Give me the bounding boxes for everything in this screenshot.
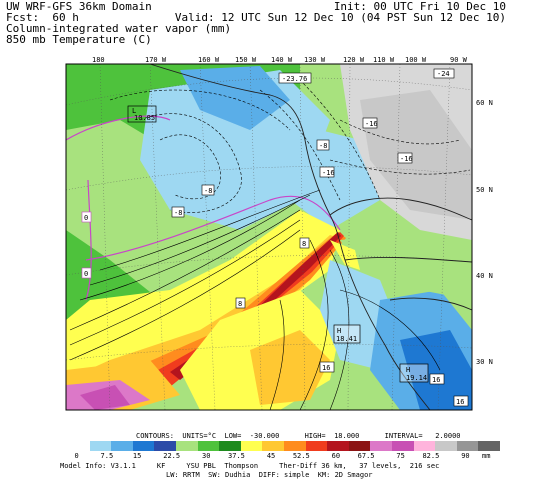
contour-label: 16	[322, 364, 330, 372]
lat-label: 60 N	[476, 99, 493, 107]
contour-label: 8	[302, 240, 306, 248]
high-center-label: H	[337, 327, 341, 335]
lon-label: 120 W	[343, 56, 365, 64]
valid-time: Valid: 12 UTC Sun 12 Dec 10 (04 PST Sun …	[174, 11, 506, 24]
contour-label: -8	[204, 187, 212, 195]
lat-label: 50 N	[476, 186, 493, 194]
colorbar-tick: 22.5	[163, 452, 181, 460]
colorbar-tick: 60	[331, 452, 341, 460]
lon-label: 130 W	[304, 56, 326, 64]
low-center-value: 10.85	[134, 114, 155, 122]
colorbar-swatch	[478, 441, 500, 451]
field-label-primary: Column-integrated water vapor (mm)	[6, 22, 232, 35]
colorbar-swatch	[132, 441, 155, 451]
colorbar	[68, 441, 500, 451]
colorbar-swatch	[391, 441, 414, 451]
high-center-value: 19.14	[406, 374, 427, 382]
low-center-label: L	[132, 107, 136, 115]
lat-label: 30 N	[476, 358, 493, 366]
colorbar-tick: 37.5	[228, 452, 245, 460]
contour-label: 8	[238, 300, 242, 308]
colorbar-units: mm	[482, 452, 491, 460]
field-label-secondary: 850 mb Temperature (C)	[6, 33, 152, 46]
colorbar-swatch	[435, 441, 457, 451]
lon-label: 170 W	[145, 56, 167, 64]
colorbar-swatch	[219, 441, 241, 451]
colorbar-swatch	[197, 441, 220, 451]
contour-label: -24	[437, 70, 450, 78]
colorbar-tick: 7.5	[100, 452, 114, 460]
contour-label: -16	[322, 169, 335, 177]
chart-title: UW WRF-GFS 36km Domain	[6, 0, 152, 13]
colorbar-tick: 67.5	[357, 452, 375, 460]
colorbar-swatch	[111, 441, 133, 451]
contour-label: 16	[456, 398, 464, 406]
colorbar-swatch	[240, 441, 263, 451]
contour-label: -8	[174, 209, 182, 217]
colorbar-tick: 52.5	[292, 452, 310, 460]
colorbar-swatch	[456, 441, 479, 451]
colorbar-swatch	[348, 441, 371, 451]
contour-label: -16	[400, 155, 413, 163]
lat-label: 40 N	[476, 272, 493, 280]
colorbar-swatch	[175, 441, 198, 451]
contour-label: 0	[84, 270, 88, 278]
model-info-line-2: LW: RRTM SW: Dudhia DIFF: simple KM: 2D …	[166, 471, 373, 479]
model-info-line-1: Model Info: V3.1.1 KF YSU PBL Thompson T…	[60, 462, 440, 470]
colorbar-tick: 75	[396, 452, 405, 460]
colorbar-swatch	[305, 441, 328, 451]
colorbar-swatch	[370, 441, 392, 451]
high-center-label: H	[406, 366, 410, 374]
colorbar-labels: 0 7.5 15 22.5 30 37.5 45 52.5 60 67.5 75…	[68, 452, 500, 462]
map-frame	[65, 63, 473, 411]
contour-label: -8	[319, 142, 327, 150]
lon-label: 90 W	[450, 56, 468, 64]
colorbar-swatch	[68, 441, 90, 451]
lon-label: 160 W	[198, 56, 220, 64]
colorbar-swatch	[262, 441, 284, 451]
colorbar-swatch	[283, 441, 306, 451]
min-temp-label: -23.76	[282, 75, 307, 83]
lon-label: 110 W	[373, 56, 395, 64]
forecast-hour: Fcst: 60 h	[6, 11, 79, 24]
colorbar-swatch	[327, 441, 349, 451]
contour-info: CONTOURS: UNITS=°C LOW= -30.000 HIGH= 18…	[136, 432, 461, 440]
high-center-value: 18.41	[336, 335, 357, 343]
lon-label: 180	[92, 56, 105, 64]
contour-label: -16	[365, 120, 378, 128]
colorbar-swatch	[413, 441, 436, 451]
init-time: Init: 00 UTC Fri 10 Dec 10	[333, 0, 506, 13]
lon-label: 140 W	[271, 56, 293, 64]
colorbar-swatch	[154, 441, 176, 451]
colorbar-swatch	[89, 441, 112, 451]
colorbar-tick: 45	[266, 452, 276, 460]
colorbar-tick: 15	[132, 452, 142, 460]
lon-label: 100 W	[405, 56, 427, 64]
colorbar-tick: 90	[461, 452, 470, 460]
colorbar-tick: 30	[202, 452, 211, 460]
lon-label: 150 W	[235, 56, 257, 64]
colorbar-tick: 82.5	[422, 452, 440, 460]
colorbar-tick: 0	[74, 452, 79, 460]
contour-label: 0	[84, 214, 88, 222]
contour-label: 16	[432, 376, 440, 384]
